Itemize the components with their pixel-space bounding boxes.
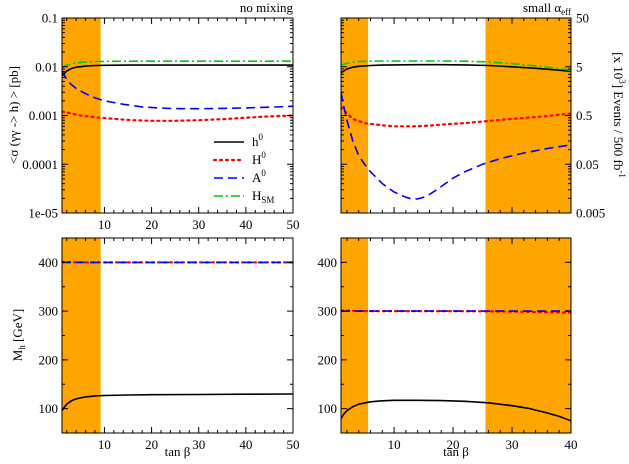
series-group — [341, 309, 571, 422]
x-tick-label: 20 — [145, 217, 158, 232]
y-axis-label-events: [x 103] Events / 500 fb-1 — [611, 52, 627, 178]
legend-label-h0: h0 — [252, 132, 264, 149]
x-axis-label: tan β — [443, 444, 469, 459]
panel-top-right: 50 5 0.5 0.05 0.005 — [340, 11, 605, 221]
series-line-HSM — [341, 60, 571, 71]
right-axis-tick-label: 0.5 — [576, 108, 592, 123]
right-axis-tick-label: 5 — [576, 59, 583, 74]
y-tick-label: 300 — [318, 304, 338, 319]
legend-label-HSM: HSM — [252, 188, 274, 205]
series-line-A0 — [62, 70, 293, 110]
y-tick-label: 0.1 — [42, 11, 58, 26]
y-tick-label: 300 — [39, 304, 59, 319]
y-tick-label: 200 — [318, 352, 338, 367]
panel-top-left: 10 20 30 40 50 1e-05 0.0001 0.001 0.01 0.1 — [22, 11, 299, 233]
y-tick-label: 1e-05 — [28, 206, 58, 221]
x-tick-label: 40 — [239, 437, 252, 452]
right-axis-tick-label: 0.005 — [576, 206, 605, 221]
series-line-h0 — [62, 393, 293, 412]
x-tick-label: 40 — [239, 217, 252, 232]
right-axis-tick-label: 50 — [576, 11, 589, 26]
panel-title-small-alpha: small αeff — [523, 0, 571, 17]
series-line-A0 — [341, 92, 571, 200]
x-tick-label: 20 — [447, 437, 460, 452]
x-tick-label: 10 — [98, 217, 111, 232]
x-tick-label: 30 — [192, 217, 205, 232]
legend-label-A0: A0 — [252, 168, 266, 185]
x-tick-label: 50 — [287, 437, 300, 452]
series-line-HSM — [62, 60, 293, 69]
y-tick-label: 400 — [318, 255, 338, 270]
y-axis-label-cross-section: <σ (γγ -> h) > [pb] — [6, 66, 21, 164]
panel-bottom-right: 10 20 30 40 100 200 300 400 tan β — [318, 237, 578, 459]
x-tick-label: 10 — [98, 437, 111, 452]
series-line-h0 — [341, 63, 571, 74]
series-line-H0 — [62, 110, 293, 122]
series-group — [341, 60, 571, 200]
y-tick-label: 100 — [39, 401, 59, 416]
excluded-region-0 — [62, 238, 101, 433]
y-axis-label-mass: Mh [GeV] — [10, 309, 27, 362]
series-line-h0 — [62, 64, 293, 77]
x-tick-label: 10 — [388, 437, 401, 452]
y-tick-label: 100 — [318, 401, 338, 416]
y-tick-label: 200 — [39, 352, 59, 367]
panel-bottom-left: 10 20 30 40 50 100 200 300 400 tan β — [39, 237, 300, 459]
x-tick-label: 50 — [287, 217, 300, 232]
series-line-H0 — [341, 105, 571, 128]
y-tick-label: 0.01 — [35, 59, 58, 74]
y-tick-label: 0.001 — [29, 108, 58, 123]
excluded-region-0 — [341, 238, 369, 433]
x-tick-label: 20 — [145, 437, 158, 452]
series-line-h0 — [341, 399, 571, 422]
right-axis-tick-label: 0.05 — [576, 157, 599, 172]
x-tick-label: 40 — [565, 437, 578, 452]
x-tick-label: 30 — [192, 437, 205, 452]
x-tick-label: 30 — [506, 437, 519, 452]
series-group — [62, 60, 293, 122]
panel-title-no-mixing: no mixing — [240, 0, 294, 15]
legend-label-H0: H0 — [252, 150, 266, 167]
y-tick-label: 0.0001 — [22, 157, 58, 172]
y-tick-label: 400 — [39, 255, 59, 270]
x-axis-label: tan β — [165, 444, 191, 459]
excluded-region-1 — [485, 238, 571, 433]
series-group — [62, 260, 293, 412]
